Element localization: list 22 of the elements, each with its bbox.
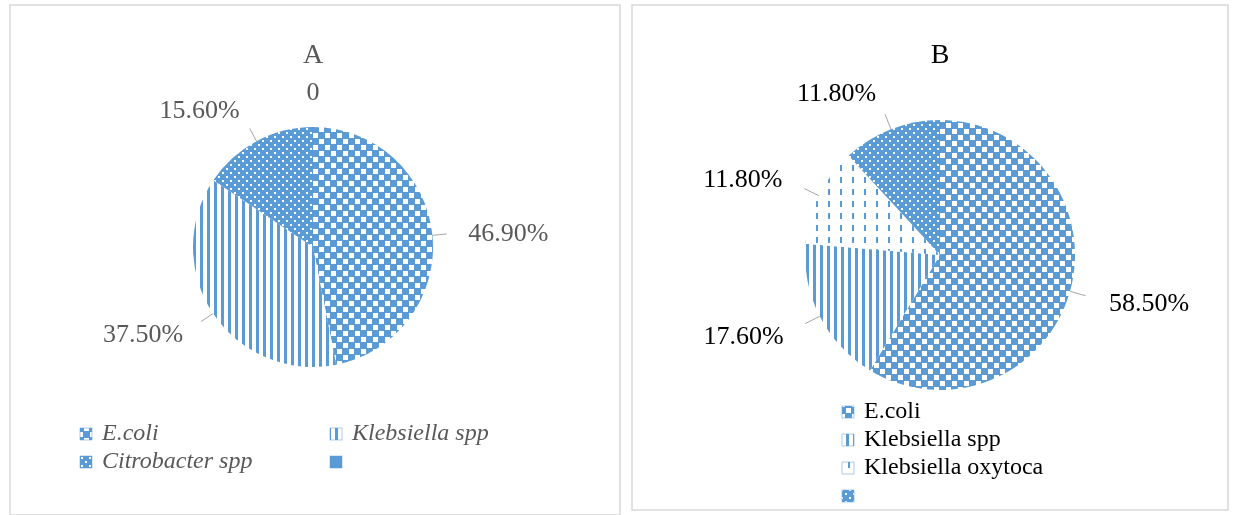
data-label: 11.80% <box>797 77 877 107</box>
pie-slice <box>848 120 940 255</box>
text: 0 <box>306 77 320 106</box>
legend-label: Klebsiella spp <box>351 419 489 445</box>
legend-label: E.coli <box>101 419 159 445</box>
pie-slice <box>870 120 1075 390</box>
data-label: 46.90% <box>468 217 549 247</box>
legend-label: Klebsiella spp <box>864 425 1001 451</box>
data-label: 37.50% <box>102 319 184 349</box>
legend-label: Citrobacter spp <box>102 447 253 473</box>
pie-slice <box>805 243 940 371</box>
data-label: 15.60% <box>159 95 240 125</box>
legend-label: E.coli <box>864 397 921 423</box>
pie-slice <box>313 127 433 365</box>
chart-title: A <box>302 38 324 69</box>
data-label: 58.50% <box>1109 288 1190 318</box>
data-label: 11.80% <box>703 163 783 193</box>
data-label: 17.60% <box>703 320 784 350</box>
legend-label: Klebsiella oxytoca <box>864 453 1044 479</box>
pie-slice <box>193 180 337 367</box>
chart-title: B <box>930 38 950 69</box>
pie-slice <box>213 127 313 247</box>
